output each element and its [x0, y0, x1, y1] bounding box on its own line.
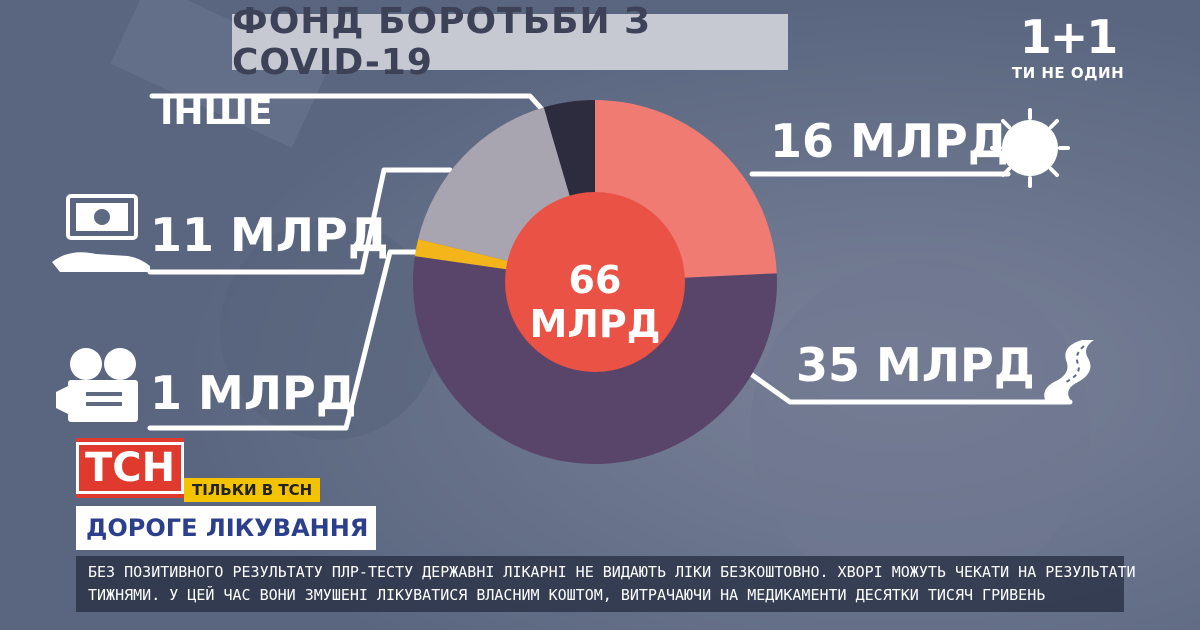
exclusive-badge: ТІЛЬКИ В ТСН	[184, 478, 321, 502]
tsn-logo-text: ТСН	[75, 442, 185, 494]
exclusive-text: ТІЛЬКИ В ТСН	[192, 481, 313, 499]
label-16: 16 МЛРД	[770, 114, 1009, 168]
logo-text: 1+1	[1019, 10, 1119, 64]
label-1: 1 МЛРД	[150, 366, 357, 420]
leader-line-11	[147, 167, 453, 275]
chart-title: ФОНД БОРОТЬБИ З COVID-19	[232, 1, 651, 83]
total-label: 66 МЛРД	[529, 258, 661, 346]
leader-line-1	[147, 249, 423, 431]
label-11: 11 МЛРД	[150, 208, 389, 262]
label-35: 35 МЛРД	[796, 338, 1035, 392]
road-icon	[1044, 340, 1094, 402]
headline-box: ДОРОГЕ ЛІКУВАННЯ	[76, 506, 376, 550]
virus-icon	[990, 108, 1070, 188]
label-other: ІНШЕ	[160, 92, 273, 133]
logo-slogan: ТИ НЕ ОДИН	[1011, 64, 1125, 82]
leader-line-35	[745, 369, 1073, 405]
camera-icon	[56, 348, 138, 422]
news-ticker: БЕЗ ПОЗИТИВНОГО РЕЗУЛЬТАТУ ПЛР-ТЕСТУ ДЕР…	[76, 556, 1136, 612]
ticker-line-1: БЕЗ ПОЗИТИВНОГО РЕЗУЛЬТАТУ ПЛР-ТЕСТУ ДЕР…	[88, 563, 1136, 581]
center-disc	[505, 192, 685, 372]
ticker-line-2: ТИЖНЯМИ. У ЦЕЙ ЧАС ВОНИ ЗМУШЕНІ ЛІКУВАТИ…	[88, 586, 1046, 604]
headline-text: ДОРОГЕ ЛІКУВАННЯ	[86, 514, 369, 542]
money-hand-icon	[52, 194, 150, 272]
channel-logo: 1+1 ТИ НЕ ОДИН	[1008, 14, 1128, 84]
chart-title-box: ФОНД БОРОТЬБИ З COVID-19	[232, 1, 788, 83]
tsn-logo: ТСН	[75, 438, 185, 498]
